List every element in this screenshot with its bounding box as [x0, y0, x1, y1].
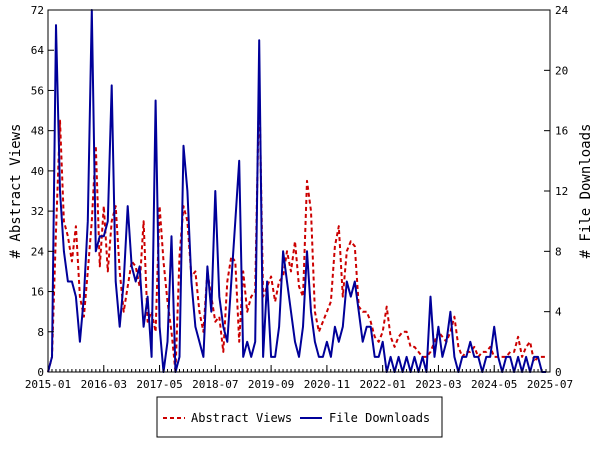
x-tick-label: 2017-05: [136, 378, 182, 391]
x-tick-label: 2020-11: [304, 378, 350, 391]
y-left-tick-label: 40: [31, 165, 44, 178]
y-axis-right-title: # File Downloads: [578, 124, 594, 259]
x-tick-label: 2018-07: [192, 378, 238, 391]
legend-box: [156, 396, 443, 438]
y-left-tick-label: 48: [31, 125, 44, 138]
x-tick-label: 2019-09: [248, 378, 294, 391]
series-layer: [47, 9, 546, 373]
legend-label-abstract-views: Abstract Views: [191, 411, 292, 425]
y-right-tick-label: 4: [555, 306, 562, 319]
series-line-abstract-views: [47, 79, 546, 373]
y-right-tick-label: 8: [555, 245, 562, 258]
y-right-tick-label: 12: [555, 185, 568, 198]
y-left-tick-label: 72: [31, 4, 44, 17]
y-left-tick-label: 8: [37, 326, 44, 339]
x-tick-label: 2015-01: [25, 378, 71, 391]
x-tick-label: 2024-05: [471, 378, 517, 391]
y-axis-left-title: # Abstract Views: [8, 124, 24, 259]
y-right-tick-label: 24: [555, 4, 569, 17]
y-left-tick-label: 56: [31, 84, 44, 97]
x-tick-label: 2025-07: [527, 378, 573, 391]
axis-ticks: [47, 9, 551, 373]
x-tick-label: 2023-03: [415, 378, 461, 391]
y-left-tick-label: 24: [31, 245, 45, 258]
y-right-tick-label: 20: [555, 64, 568, 77]
y-right-tick-label: 0: [555, 366, 562, 379]
series-line-file-downloads: [47, 9, 546, 373]
x-tick-label: 2016-03: [81, 378, 127, 391]
y-left-tick-label: 64: [31, 44, 45, 57]
legend-label-file-downloads: File Downloads: [329, 411, 430, 425]
y-left-tick-label: 16: [31, 286, 44, 299]
x-tick-label: 2022-01: [359, 378, 405, 391]
y-left-tick-label: 0: [37, 366, 44, 379]
y-left-tick-label: 32: [31, 205, 44, 218]
plot-area: [47, 9, 551, 373]
legend: Abstract Views File Downloads: [156, 396, 443, 438]
y-right-tick-label: 16: [555, 125, 568, 138]
